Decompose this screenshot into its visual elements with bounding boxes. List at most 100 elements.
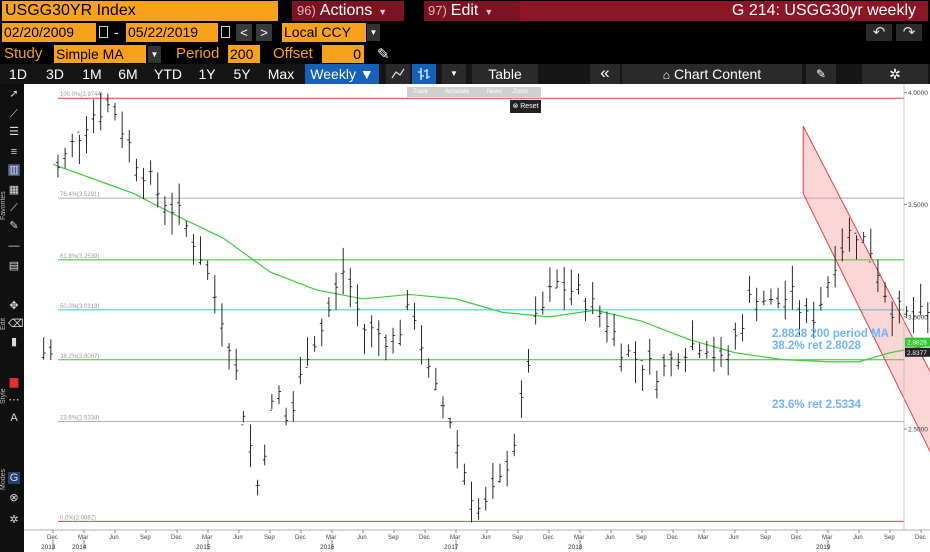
x-tick-label: Sep: [636, 535, 647, 541]
ohlc-bar: [890, 301, 895, 337]
range-6m-button[interactable]: 6M: [118, 66, 138, 82]
ohlc-bar: [654, 370, 659, 399]
price-chart[interactable]: 100.0%(3.9744) 76.4%(3.5291) 61.8%(3.2539)…: [24, 84, 930, 552]
collapse-button[interactable]: «: [590, 64, 620, 84]
pencil-icon[interactable]: ✎: [377, 46, 390, 63]
horizontal-line-icon[interactable]: ―: [8, 240, 20, 252]
start-date-field[interactable]: 02/20/2009: [2, 23, 96, 42]
reset-button[interactable]: ⊗ Reset: [510, 100, 541, 113]
redo-button[interactable]: ↷: [896, 24, 922, 41]
currency-select[interactable]: Local CCY: [282, 23, 366, 42]
study-select[interactable]: Simple MA: [54, 45, 146, 63]
fib-fan-icon[interactable]: ≡: [10, 146, 18, 158]
calendar-icon[interactable]: [221, 26, 230, 38]
table-button[interactable]: Table: [472, 64, 538, 84]
y-tick-label: 4.0000: [908, 90, 928, 97]
range-3d-button[interactable]: 3D: [46, 66, 64, 82]
x-tick-label: Mar: [326, 535, 336, 541]
link-icon[interactable]: ⊗: [9, 492, 19, 504]
chart-content-button[interactable]: ⌂ Chart Content: [622, 64, 802, 84]
range-1d-button[interactable]: 1D: [9, 66, 27, 82]
edit-menu[interactable]: 97) Edit ▼: [424, 1, 520, 21]
ruler-icon[interactable]: ▥: [8, 164, 20, 176]
frequency-select[interactable]: Weekly ▼: [305, 64, 379, 84]
bar-chart-icon[interactable]: [412, 64, 436, 84]
ohlc-bar: [191, 233, 196, 265]
x-tick-label: Jun: [853, 535, 863, 541]
ohlc-bar: [555, 269, 560, 289]
ohlc-bar: [662, 353, 667, 377]
ohlc-bar: [405, 289, 410, 311]
ohlc-bar: [811, 301, 816, 339]
security-field[interactable]: USGG30YR Index: [2, 1, 278, 21]
ohlc-bar: [41, 337, 46, 360]
range-max-button[interactable]: Max: [267, 66, 295, 82]
date-range-bar: 02/20/2009 - 05/22/2019 < > Local CCY ▼ …: [0, 22, 930, 43]
x-tick-label: Dec: [171, 535, 182, 541]
range-ytd-button[interactable]: YTD: [154, 66, 182, 82]
range-5y-button[interactable]: 5Y: [233, 66, 251, 82]
move-icon[interactable]: ✥: [9, 300, 19, 312]
end-date-field[interactable]: 05/22/2019: [126, 23, 218, 42]
annotate-button[interactable]: Annotate: [445, 89, 470, 95]
eraser-icon[interactable]: ⌫: [8, 318, 24, 330]
ohlc-bar: [127, 130, 132, 163]
pen-icon[interactable]: ✎: [9, 220, 19, 232]
period-input[interactable]: 200: [228, 45, 260, 63]
line-chart-icon[interactable]: [386, 64, 410, 84]
news-button[interactable]: News: [487, 89, 503, 95]
chevron-down-icon[interactable]: ▼: [367, 24, 380, 41]
ohlc-bar: [875, 259, 880, 293]
ohlc-bar: [797, 300, 802, 336]
ohlc-bar: [184, 220, 189, 237]
text-style-icon[interactable]: A: [10, 412, 18, 424]
offset-input[interactable]: 0: [322, 45, 364, 63]
ohlc-bar: [483, 486, 488, 511]
color-icon[interactable]: ▆: [9, 376, 19, 388]
line-style-icon[interactable]: ⋯: [8, 394, 20, 406]
ohlc-bar: [883, 282, 888, 303]
next-period-button[interactable]: >: [256, 24, 272, 41]
ohlc-bar: [590, 281, 595, 315]
x-tick-label: Jun: [233, 535, 243, 541]
ohlc-bar: [91, 99, 96, 134]
ohlc-bar: [676, 353, 681, 370]
trash-icon[interactable]: ▮: [10, 336, 18, 348]
ohlc-bar: [255, 479, 260, 496]
brush-icon[interactable]: ⟋: [10, 202, 18, 214]
ohlc-bar: [398, 319, 403, 346]
zoom-button[interactable]: Zoom: [513, 89, 529, 95]
channel-inner-line: [802, 193, 930, 453]
edit-chart-icon[interactable]: ✎: [806, 64, 836, 84]
cursor-icon[interactable]: ➚: [9, 88, 19, 100]
track-button[interactable]: Track: [413, 89, 428, 95]
ohlc-bar: [783, 280, 788, 320]
range-1m-button[interactable]: 1M: [82, 66, 102, 82]
x-tick-label: Dec: [667, 535, 678, 541]
ohlc-bar: [498, 463, 503, 483]
plot-icon[interactable]: ▦: [8, 184, 20, 196]
chart-type-dropdown-icon[interactable]: ▼: [442, 64, 466, 84]
year-label: 2016: [320, 544, 335, 551]
range-1y-button[interactable]: 1Y: [198, 66, 216, 82]
settings-gear-icon[interactable]: ✲: [9, 514, 19, 526]
channel-icon[interactable]: ▤: [8, 260, 20, 272]
fib-level-label: 61.8%(3.2539): [60, 254, 99, 260]
ohlc-bar: [433, 367, 438, 391]
ohlc-bar: [683, 347, 688, 373]
ohlc-bar: [134, 158, 139, 182]
x-tick-label: Jun: [729, 535, 739, 541]
actions-menu[interactable]: 96) Actions ▼: [292, 1, 404, 21]
calendar-icon[interactable]: [99, 26, 108, 38]
ohlc-bar: [348, 268, 353, 308]
x-tick-label: Sep: [884, 535, 895, 541]
prev-period-button[interactable]: <: [236, 24, 252, 41]
chevron-down-icon[interactable]: ▼: [148, 46, 161, 63]
line-draw-icon[interactable]: ⟋: [10, 108, 18, 120]
fibonacci-icon[interactable]: ☰: [9, 126, 19, 138]
snap-icon[interactable]: G: [8, 472, 20, 484]
ohlc-bar: [312, 336, 317, 352]
chart-canvas[interactable]: 100.0%(3.9744) 76.4%(3.5291) 61.8%(3.2539)…: [24, 84, 930, 552]
gear-icon[interactable]: ✲: [862, 64, 928, 84]
undo-button[interactable]: ↶: [866, 24, 892, 41]
